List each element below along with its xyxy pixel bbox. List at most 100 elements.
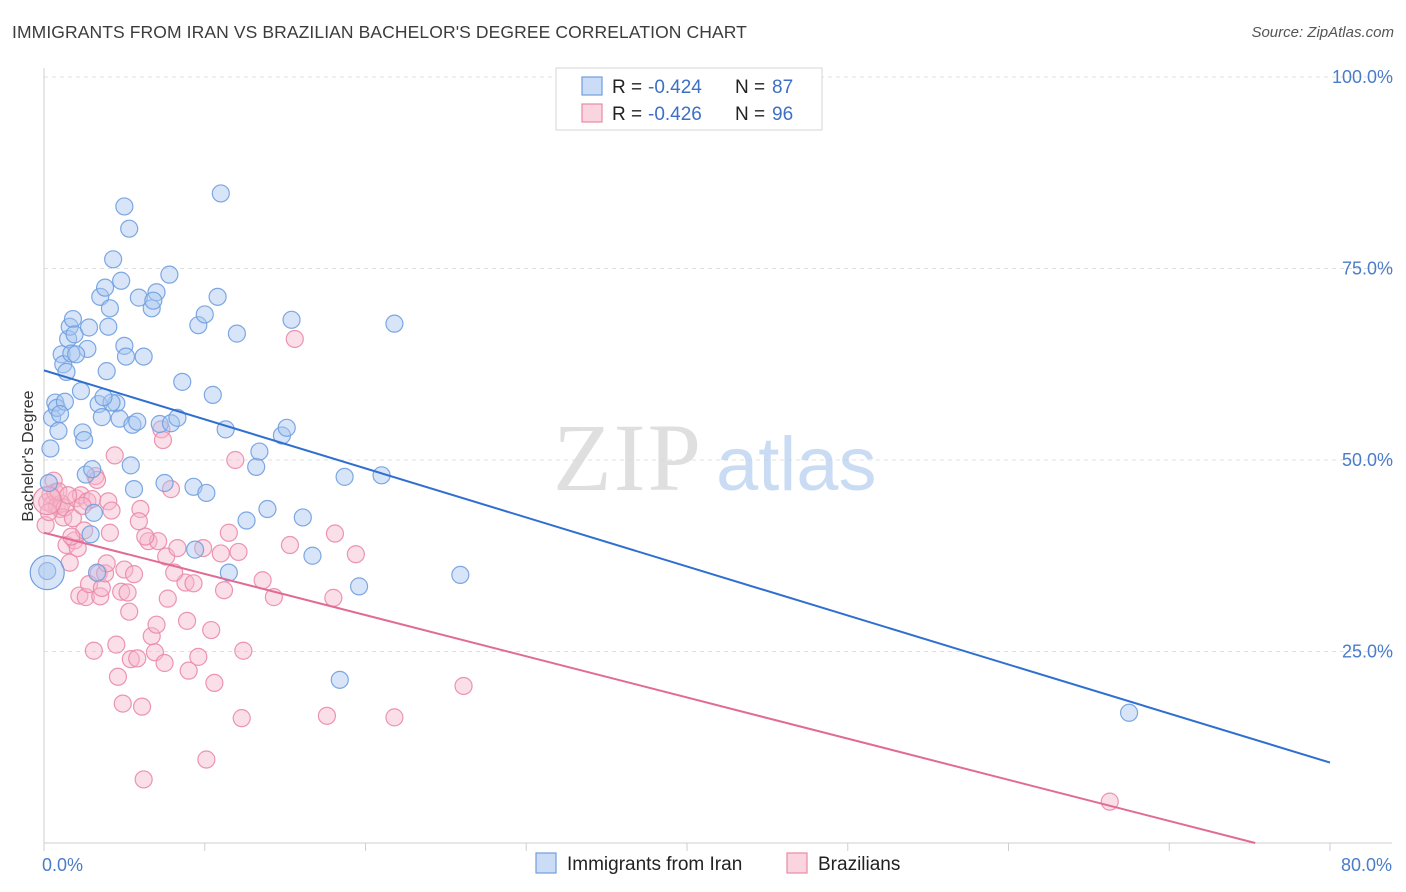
y-tick-label: 50.0% [1342,450,1393,470]
data-point [282,310,301,329]
data-point [44,471,63,490]
trend-lines [43,369,1331,844]
data-point [128,649,147,668]
data-point [335,467,354,486]
data-point [202,620,221,640]
data-point [203,385,222,404]
data-point [118,583,137,602]
axes [43,68,1392,844]
legend-swatch-iran [581,76,603,96]
data-point [227,324,246,343]
x-ticks [43,843,1331,851]
data-point [73,423,92,442]
data-point [75,430,94,450]
data-point [317,706,337,725]
data-point [115,560,134,579]
data-point [229,542,248,562]
y-tick-label: 75.0% [1342,259,1393,279]
data-point [147,615,166,634]
legend-swatch-brazilians [581,103,603,123]
data-point [100,523,120,542]
data-point [168,408,187,427]
legend-n-value-brazilians: 96 [772,104,793,125]
data-point [104,250,123,269]
data-point [68,538,87,558]
data-point [197,750,216,769]
data-point [116,347,136,366]
data-point [226,450,245,470]
data-point [112,582,131,601]
data-point [165,563,184,582]
data-point [234,641,253,660]
data-point [83,489,102,509]
data-point [214,581,234,600]
x-tick-label-max: 80.0% [1341,855,1392,875]
data-point [160,265,179,284]
data-point [97,362,116,381]
legend-r-value-brazilians: -0.426 [648,104,702,125]
data-point [237,511,256,530]
y-tick-label: 25.0% [1342,642,1393,662]
bottom-legend-label-brazilians: Brazilians [818,854,900,875]
data-point [41,439,60,458]
data-point [95,278,115,297]
data-point [120,602,139,621]
data-point [83,460,102,479]
legend-n-label-brazilians: N = [735,104,765,125]
data-point [71,381,91,401]
data-point [205,673,224,693]
data-point [38,561,57,581]
legend-r-label-brazilians: R = [612,104,642,125]
data-point [451,565,470,585]
data-point [63,309,83,329]
data-point [39,473,58,493]
data-point [168,538,187,558]
data-point [285,329,304,349]
data-point [184,574,203,593]
grid-lines [44,76,1392,652]
data-point [155,473,174,493]
data-point [179,661,198,680]
data-point [349,577,369,596]
data-point [73,496,92,516]
bottom-legend-swatch-iran [535,852,557,874]
data-point [189,316,208,335]
data-point [346,545,365,564]
data-point [121,456,140,475]
data-point [1119,703,1139,722]
data-point [325,524,345,543]
data-point [49,421,68,440]
trend-line [43,531,1256,844]
trend-line [43,369,1331,764]
chart-source: Source: ZipAtlas.com [1251,24,1394,41]
data-point [134,770,153,789]
data-point [112,271,131,290]
legend-r-value-iran: -0.424 [648,77,702,98]
data-point [280,535,300,555]
data-point [87,563,107,582]
data-point [158,589,177,608]
data-point [100,299,120,318]
data-point [39,502,58,522]
bottom-legend-label-iran: Immigrants from Iran [567,854,742,875]
series-legend: Immigrants from Iran Brazilians [535,852,900,875]
data-point [155,653,174,673]
watermark-atlas: atlas [716,422,877,507]
data-point [67,345,86,364]
data-point [59,486,78,505]
data-point [97,554,116,573]
data-point [186,540,205,559]
data-point [177,611,197,630]
data-point [107,635,126,654]
data-point [189,647,208,666]
data-point [303,546,322,565]
data-point [219,523,238,542]
x-tick-label-min: 0.0% [42,855,83,875]
data-point [102,501,121,520]
data-point [129,288,148,307]
watermark-zip: ZIP [553,404,703,511]
iran-points [29,184,1139,722]
data-point [232,709,251,728]
data-point [208,287,227,306]
